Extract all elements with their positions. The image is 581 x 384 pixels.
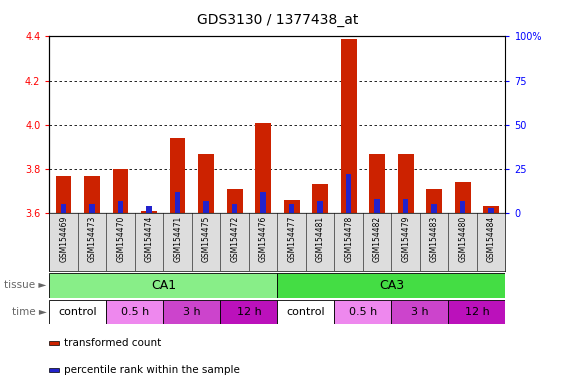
Text: GSM154475: GSM154475 (202, 216, 211, 262)
Text: GSM154480: GSM154480 (458, 216, 467, 262)
Text: percentile rank within the sample: percentile rank within the sample (64, 365, 240, 375)
Bar (61, 204, 66, 213)
Bar (203, 201, 209, 213)
Text: 3 h: 3 h (411, 307, 429, 317)
Bar (392, 300, 449, 324)
Text: GSM154472: GSM154472 (230, 216, 239, 262)
Text: GSM154471: GSM154471 (173, 216, 182, 262)
Text: GSM154469: GSM154469 (59, 216, 68, 262)
Bar (449, 300, 505, 324)
Text: tissue ►: tissue ► (4, 280, 46, 290)
Bar (227, 189, 242, 213)
Text: 3 h: 3 h (183, 307, 200, 317)
Bar (198, 154, 214, 213)
Bar (335, 300, 392, 324)
Text: GSM154483: GSM154483 (430, 216, 439, 262)
Text: GSM154474: GSM154474 (145, 216, 153, 262)
Bar (84, 175, 100, 213)
Bar (232, 204, 238, 213)
Bar (255, 122, 271, 213)
Text: GSM154479: GSM154479 (401, 216, 410, 262)
Bar (455, 182, 471, 213)
Text: GSM154481: GSM154481 (315, 216, 325, 262)
Bar (426, 189, 442, 213)
Bar (170, 138, 185, 213)
Bar (146, 206, 152, 213)
Bar (398, 154, 414, 213)
Bar (141, 211, 157, 213)
Text: GDS3130 / 1377438_at: GDS3130 / 1377438_at (197, 13, 358, 27)
Bar (483, 207, 499, 213)
Text: 0.5 h: 0.5 h (349, 307, 377, 317)
Text: 12 h: 12 h (236, 307, 261, 317)
Bar (284, 200, 300, 213)
Bar (220, 300, 278, 324)
Text: GSM154484: GSM154484 (487, 216, 496, 262)
Bar (341, 39, 357, 213)
Bar (489, 208, 494, 213)
Text: GSM154482: GSM154482 (372, 216, 382, 262)
Bar (260, 192, 266, 213)
Text: 0.5 h: 0.5 h (121, 307, 149, 317)
Bar (49, 300, 106, 324)
Text: GSM154470: GSM154470 (116, 216, 125, 262)
Bar (346, 174, 352, 213)
Bar (163, 300, 220, 324)
Text: GSM154478: GSM154478 (344, 216, 353, 262)
Bar (278, 300, 335, 324)
Bar (56, 175, 71, 213)
Bar (374, 199, 380, 213)
Bar (313, 184, 328, 213)
Text: GSM154477: GSM154477 (287, 216, 296, 262)
Bar (89, 204, 95, 213)
Bar (460, 201, 465, 213)
Bar (118, 201, 123, 213)
Text: GSM154476: GSM154476 (259, 216, 268, 262)
Text: CA3: CA3 (379, 279, 404, 291)
Bar (106, 300, 163, 324)
Bar (49, 368, 59, 372)
Text: time ►: time ► (12, 307, 46, 317)
Bar (278, 273, 505, 298)
Bar (370, 154, 385, 213)
Bar (49, 341, 59, 345)
Bar (175, 192, 181, 213)
Bar (317, 201, 323, 213)
Text: control: control (59, 307, 97, 317)
Bar (113, 169, 128, 213)
Bar (403, 199, 408, 213)
Text: control: control (286, 307, 325, 317)
Bar (289, 204, 295, 213)
Text: transformed count: transformed count (64, 338, 162, 348)
Bar (49, 273, 278, 298)
Bar (432, 204, 437, 213)
Text: GSM154473: GSM154473 (88, 216, 96, 262)
Text: CA1: CA1 (151, 279, 176, 291)
Text: 12 h: 12 h (465, 307, 489, 317)
